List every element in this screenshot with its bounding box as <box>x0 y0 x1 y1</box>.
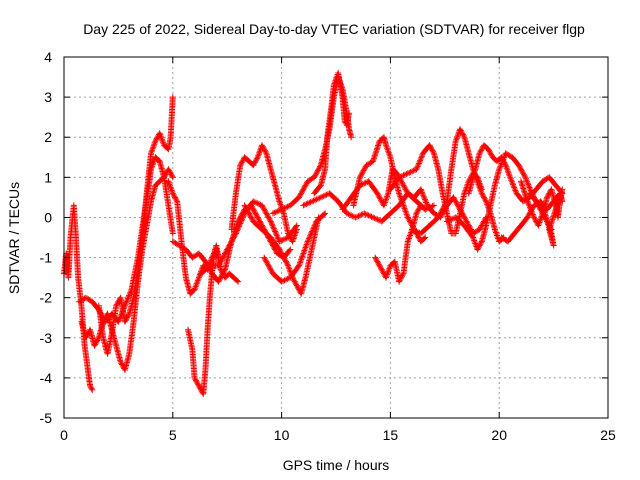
point-markers <box>300 190 437 225</box>
x-tick-label: 0 <box>60 427 68 443</box>
y-tick-label: -5 <box>40 410 53 426</box>
y-tick-label: 4 <box>44 49 52 65</box>
y-tick-label: -2 <box>40 290 53 306</box>
y-tick-label: 0 <box>44 209 52 225</box>
point-markers <box>372 202 429 285</box>
x-tick-label: 5 <box>169 427 177 443</box>
series-trace-17 <box>372 202 429 285</box>
y-tick-label: -3 <box>40 330 53 346</box>
point-markers <box>444 150 555 253</box>
series-trace-3 <box>78 166 176 373</box>
point-markers <box>78 166 176 373</box>
y-tick-label: -1 <box>40 250 53 266</box>
series-trace-21 <box>465 142 566 205</box>
y-tick-label: 2 <box>44 129 52 145</box>
x-tick-label: 15 <box>383 427 399 443</box>
series-trace-24 <box>526 190 564 249</box>
series-trace-13 <box>311 70 353 197</box>
x-axis-label: GPS time / hours <box>283 457 390 473</box>
series-trace-20 <box>444 150 555 253</box>
plot-frame <box>63 56 609 419</box>
y-axis-label: SDTVAR / TECUs <box>6 182 22 294</box>
series-trace-14 <box>300 190 437 225</box>
point-markers <box>241 202 322 297</box>
series-trace-5 <box>165 178 242 297</box>
series-trace-7 <box>185 242 222 397</box>
point-markers <box>185 242 222 397</box>
series-trace-4 <box>95 94 176 357</box>
y-tick-label: -4 <box>40 370 53 386</box>
x-tick-label: 10 <box>274 427 290 443</box>
point-markers <box>339 166 490 237</box>
series-trace-11 <box>261 210 329 285</box>
point-markers <box>198 198 300 277</box>
series-trace-8 <box>198 198 300 277</box>
series-trace-10 <box>241 202 322 297</box>
y-tick-label: 1 <box>44 169 52 185</box>
x-tick-label: 20 <box>491 427 507 443</box>
x-tick-label: 25 <box>600 427 616 443</box>
point-markers <box>95 94 176 357</box>
point-markers <box>465 142 566 205</box>
point-markers <box>526 190 564 249</box>
point-markers <box>311 70 353 197</box>
axis-ticks: 0 5 10 15 20 25 -5 -4 -3 -2 -1 0 1 2 3 4 <box>40 49 616 443</box>
grid-lines <box>64 57 608 418</box>
point-markers <box>165 178 242 297</box>
y-tick-label: 3 <box>44 89 52 105</box>
point-markers <box>261 210 329 285</box>
data-points <box>61 70 566 397</box>
series-trace-15 <box>339 166 490 237</box>
chart-title: Day 225 of 2022, Sidereal Day-to-day VTE… <box>83 21 585 37</box>
